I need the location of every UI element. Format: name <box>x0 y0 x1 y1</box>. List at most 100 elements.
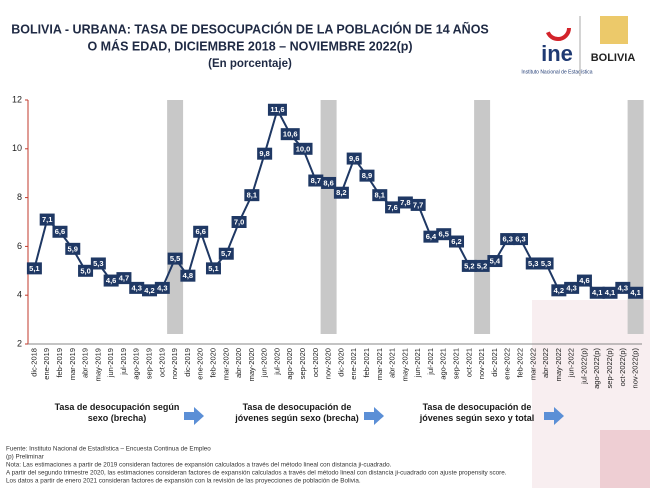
nav-link[interactable]: Tasa de desocupación según sexo (brecha) <box>52 402 204 434</box>
point-label: 11,6 <box>270 105 284 114</box>
point-label: 5,3 <box>541 259 551 268</box>
point-label-box <box>359 169 375 182</box>
point-label-box <box>564 281 580 294</box>
point-label-box <box>333 186 349 199</box>
highlight-band <box>167 100 184 334</box>
x-tick-label: nov-2020 <box>324 348 333 379</box>
nav-link[interactable]: Tasa de desocupación de jóvenes según se… <box>412 402 564 434</box>
nav-link-label[interactable]: Tasa de desocupación de jóvenes según se… <box>419 402 535 423</box>
point-label: 5,5 <box>170 254 180 263</box>
nav-link-label[interactable]: Tasa de desocupación de jóvenes según se… <box>235 402 359 423</box>
chart-subtitle: (En porcentaje) <box>208 58 292 70</box>
x-tick-label: ago-2022(p) <box>592 348 601 389</box>
point-label-box <box>321 176 337 189</box>
x-tick-label: abr-2019 <box>81 348 90 378</box>
point-label: 4,6 <box>579 276 589 285</box>
y-tick-label: 8 <box>17 192 22 202</box>
highlight-band <box>320 100 337 334</box>
x-tick-label: mar-2022 <box>528 348 537 380</box>
x-tick-label: may-2020 <box>247 348 256 381</box>
footnote: Fuente: Instituto Nacional de Estadístic… <box>6 446 211 453</box>
point-label: 8,1 <box>247 191 257 200</box>
point-label-box <box>410 198 426 211</box>
logo-bolivia: BOLIVIA <box>591 52 636 64</box>
point-label: 5,2 <box>477 261 487 270</box>
point-label-box <box>385 201 401 214</box>
point-label-box <box>65 242 81 255</box>
y-tick-label: 10 <box>12 143 22 153</box>
nav-arrow <box>544 407 564 425</box>
y-tick-label: 12 <box>12 94 22 104</box>
y-tick-label: 4 <box>17 290 22 300</box>
point-label: 6,6 <box>195 227 205 236</box>
point-label-box <box>449 235 465 248</box>
point-label-box <box>602 286 618 299</box>
x-tick-label: nov-2021 <box>477 348 486 379</box>
point-label: 6,2 <box>451 237 461 246</box>
x-tick-label: may-2021 <box>400 348 409 381</box>
point-label-box <box>372 189 388 202</box>
point-label: 7,1 <box>42 215 52 224</box>
point-label: 5,0 <box>80 266 90 275</box>
point-label-box <box>180 269 196 282</box>
x-tick-label: feb-2019 <box>55 348 64 378</box>
y-tick-label: 2 <box>17 338 22 348</box>
footnote: Los datos a partir de enero 2021 conside… <box>6 478 361 485</box>
chart-title: O MÁS EDAD, DICIEMBRE 2018 – NOVIEMBRE 2… <box>87 38 412 53</box>
point-label: 9,6 <box>349 154 359 163</box>
point-label-box <box>576 274 592 287</box>
x-tick-label: sep-2021 <box>452 348 461 379</box>
x-tick-label: dic-2021 <box>490 348 499 377</box>
x-tick-label: jul-2020 <box>272 348 281 376</box>
point-label: 5,3 <box>528 259 538 268</box>
point-label-box <box>218 247 234 260</box>
nav-link-text: Tasa de desocupación de jóvenes según se… <box>235 402 359 423</box>
point-label-box <box>142 284 158 297</box>
point-label: 6,3 <box>502 235 512 244</box>
point-label-box <box>154 281 170 294</box>
deco-block <box>600 430 650 488</box>
point-label-box <box>26 262 42 275</box>
x-tick-label: jun-2022 <box>567 348 576 378</box>
point-label-box <box>308 174 324 187</box>
footnote: A partir del segundo trimestre 2020, las… <box>6 470 507 477</box>
point-label: 6,3 <box>515 235 525 244</box>
x-tick-label: oct-2021 <box>464 348 473 377</box>
point-label: 8,7 <box>311 176 321 185</box>
x-tick-label: jul-2021 <box>426 348 435 376</box>
point-label: 10,6 <box>283 130 298 139</box>
point-label: 8,1 <box>375 191 385 200</box>
point-label: 6,5 <box>439 230 449 239</box>
point-label-box <box>474 259 490 272</box>
point-label: 5,1 <box>208 264 218 273</box>
point-label-box <box>423 230 439 243</box>
x-tick-label: sep-2019 <box>145 348 154 379</box>
x-tick-label: oct-2019 <box>157 348 166 377</box>
point-label: 7,8 <box>400 198 410 207</box>
point-label-box <box>589 286 605 299</box>
point-label: 4,3 <box>132 283 142 292</box>
y-tick-label: 6 <box>17 241 22 251</box>
point-label-box <box>244 189 260 202</box>
point-label-box <box>346 152 362 165</box>
x-tick-label: dic-2020 <box>336 348 345 377</box>
nav-link[interactable]: Tasa de desocupación de jóvenes según se… <box>232 402 384 434</box>
highlight-band <box>627 100 644 334</box>
logo-ine-sub: Instituto Nacional de Estadística <box>521 69 592 75</box>
x-tick-label: ago-2021 <box>439 348 448 380</box>
x-tick-label: mar-2020 <box>221 348 230 380</box>
nav-link-label[interactable]: Tasa de desocupación según sexo (brecha) <box>54 402 180 423</box>
x-tick-label: abr-2021 <box>388 348 397 378</box>
point-label: 4,1 <box>592 288 602 297</box>
point-label: 6,4 <box>426 232 437 241</box>
point-label-box <box>500 233 516 246</box>
chart-title: BOLIVIA - URBANA: TASA DE DESOCUPACIÓN D… <box>11 21 489 36</box>
x-tick-label: abr-2020 <box>234 348 243 378</box>
point-label: 7,0 <box>234 217 244 226</box>
point-label-box <box>615 281 631 294</box>
point-label: 7,7 <box>413 200 423 209</box>
x-tick-label: jul-2019 <box>119 348 128 376</box>
point-label: 5,7 <box>221 249 231 258</box>
point-label: 5,4 <box>490 257 501 266</box>
